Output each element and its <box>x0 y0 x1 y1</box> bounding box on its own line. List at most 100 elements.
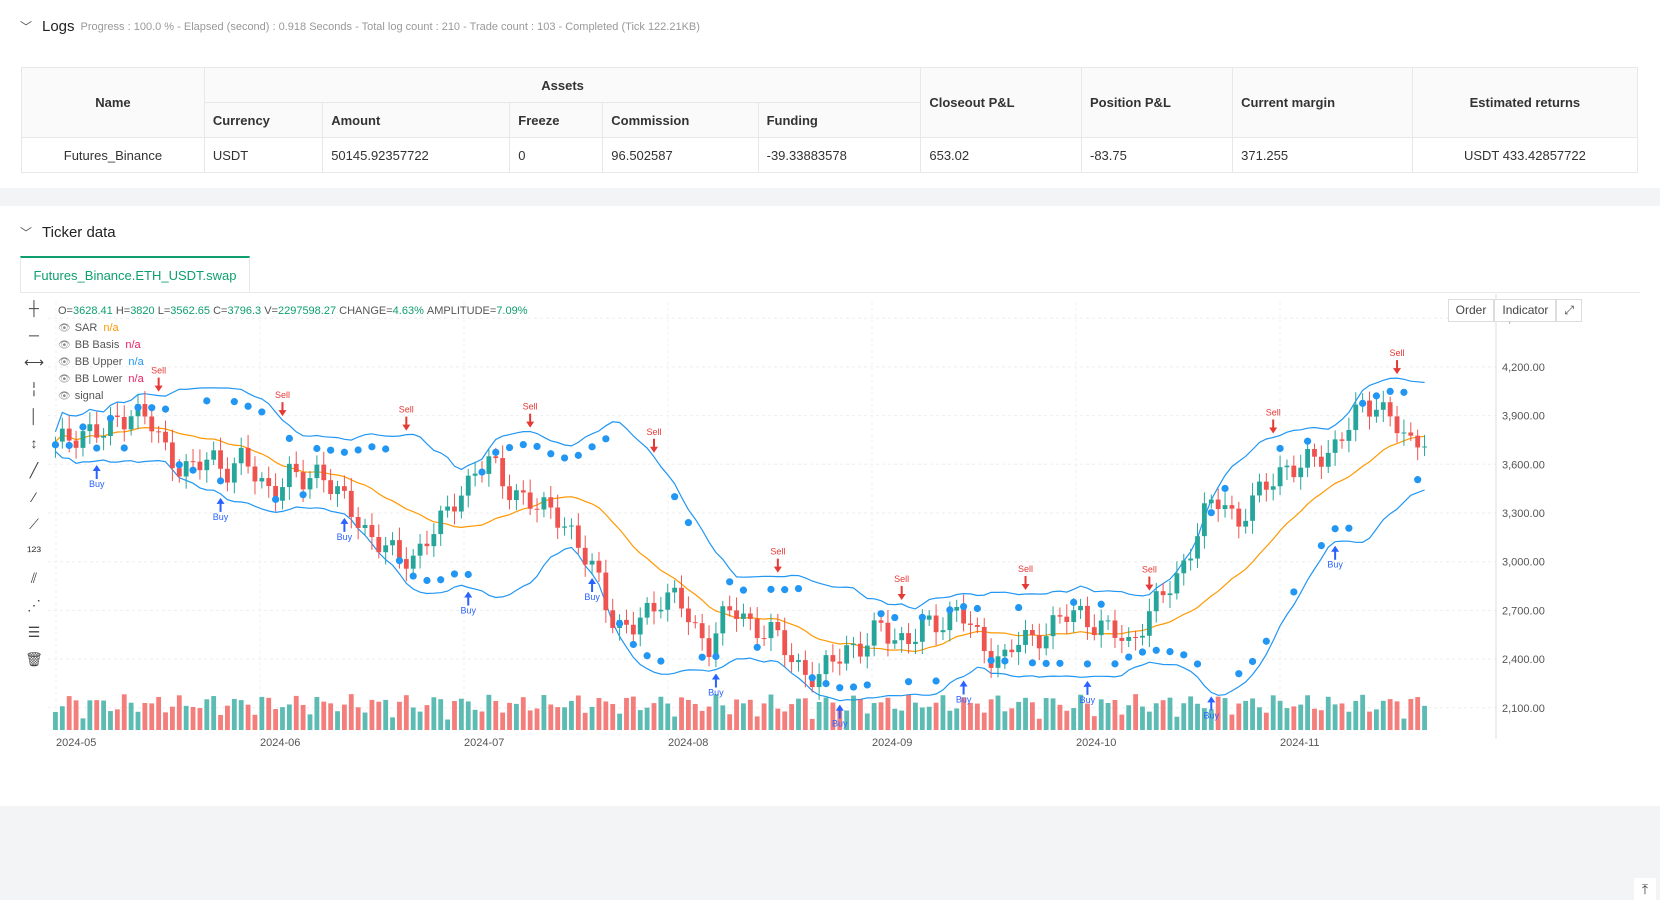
parallel-channel-icon[interactable]: ⫽ <box>22 566 46 590</box>
volume-bar <box>720 705 725 730</box>
vertical-segment-icon[interactable]: ╎ <box>22 377 46 401</box>
horizontal-line-icon[interactable]: ─ <box>22 323 46 347</box>
candle-body <box>941 630 946 632</box>
sar-dot <box>781 586 788 593</box>
pitchfork-icon[interactable]: ⋰ <box>22 593 46 617</box>
volume-bar <box>473 710 478 730</box>
chevron-down-icon[interactable]: ﹀ <box>20 224 42 241</box>
candle-body <box>1285 466 1290 468</box>
sar-dot <box>396 557 403 564</box>
candle-body <box>830 655 835 662</box>
price-label-icon[interactable]: ¹²³ <box>22 539 46 563</box>
sar-dot <box>93 444 100 451</box>
candle-body <box>1223 505 1228 509</box>
sar-dot <box>1015 604 1022 611</box>
candle-body <box>1367 401 1372 417</box>
volume-bar <box>53 712 58 730</box>
volume-bar <box>486 695 491 730</box>
sar-dot <box>1263 638 1270 645</box>
sar-dot <box>162 406 169 413</box>
volume-bar <box>1037 719 1042 730</box>
candle-body <box>170 442 175 468</box>
eye-icon[interactable]: 👁 <box>58 337 71 354</box>
candle-body <box>583 548 588 565</box>
candle-body <box>266 478 271 486</box>
logs-header[interactable]: ﹀ Logs Progress : 100.0 % - Elapsed (sec… <box>20 18 700 35</box>
candle-body <box>149 417 154 432</box>
volume-bar <box>645 708 650 730</box>
chevron-down-icon[interactable]: ﹀ <box>20 18 42 35</box>
candle-body <box>466 476 471 496</box>
volume-bar <box>1058 705 1063 730</box>
fib-icon[interactable]: ☰ <box>22 620 46 644</box>
volume-bar <box>968 703 973 730</box>
volume-bar <box>1119 715 1124 730</box>
ticker-header[interactable]: ﹀ Ticker data <box>20 224 116 241</box>
sar-dot <box>809 674 816 681</box>
chart-legend: O= 3628.41 H= 3820 L= 3562.65 C= 3796.3 V= 22… <box>58 303 528 405</box>
sar-dot <box>1029 659 1036 666</box>
eye-icon[interactable]: 👁 <box>58 354 71 371</box>
buy-arrow <box>1331 546 1339 560</box>
volume-bar <box>913 703 918 730</box>
sell-arrow <box>1269 420 1277 434</box>
volume-bar <box>1278 701 1283 730</box>
sar-dot <box>451 570 458 577</box>
candle-body <box>1174 573 1179 593</box>
vertical-line-icon[interactable]: │ <box>22 404 46 428</box>
volume-bar <box>824 697 829 730</box>
candle-body <box>906 633 911 644</box>
volume-bar <box>1346 712 1351 730</box>
sar-dot <box>121 444 128 451</box>
volume-bar <box>308 714 313 730</box>
volume-bar <box>741 703 746 730</box>
candle-body <box>204 460 209 470</box>
volume-bar <box>170 707 175 730</box>
eye-icon[interactable]: 👁 <box>58 388 71 405</box>
trash-icon[interactable]: 🗑 <box>22 647 46 671</box>
indicator-button[interactable]: Indicator <box>1494 299 1556 322</box>
trend-line-icon[interactable]: ╱ <box>22 458 46 482</box>
legend-sar[interactable]: 👁 SAR n/a <box>58 320 528 337</box>
volume-bar <box>775 709 780 730</box>
vertical-ray-icon[interactable]: ↕ <box>22 431 46 455</box>
eye-icon[interactable]: 👁 <box>58 371 71 388</box>
volume-bar <box>431 697 436 730</box>
legend-signal[interactable]: 👁 signal <box>58 388 528 405</box>
candle-body <box>459 496 464 512</box>
ray-line-icon[interactable]: ⁄ <box>22 485 46 509</box>
sar-dot <box>850 683 857 690</box>
legend-bb-lower[interactable]: 👁 BB Lower n/a <box>58 371 528 388</box>
volume-bar <box>707 707 712 730</box>
legend-bb-basis[interactable]: 👁 BB Basis n/a <box>58 337 528 354</box>
expand-icon[interactable]: ⤢ <box>1556 299 1582 322</box>
extended-line-icon[interactable]: ⟋ <box>22 512 46 536</box>
volume-bar <box>617 714 622 730</box>
candle-body <box>947 611 952 631</box>
volume-bar <box>184 706 189 730</box>
volume-bar <box>658 697 663 730</box>
buy-arrow <box>588 578 596 592</box>
volume-bar <box>356 707 361 730</box>
sar-dot <box>1111 660 1118 667</box>
volume-bar <box>67 696 72 730</box>
volume-bar <box>1106 703 1111 730</box>
volume-bar <box>796 699 801 730</box>
volume-bar <box>425 705 430 730</box>
volume-bar <box>253 715 258 730</box>
tab-eth-usdt-swap[interactable]: Futures_Binance.ETH_USDT.swap <box>20 256 250 292</box>
sar-dot <box>1139 648 1146 655</box>
volume-bar <box>514 704 519 730</box>
scroll-to-realtime-icon[interactable]: ⤒ <box>1634 878 1656 900</box>
col-amount: Amount <box>323 103 510 138</box>
volume-bar <box>1360 695 1365 730</box>
crosshair-icon[interactable]: ┼ <box>22 296 46 320</box>
order-button[interactable]: Order <box>1448 299 1495 322</box>
volume-bar <box>280 707 285 730</box>
eye-icon[interactable]: 👁 <box>58 320 71 337</box>
volume-bar <box>1340 703 1345 730</box>
sar-dot <box>189 467 196 474</box>
candle-body <box>342 486 347 491</box>
legend-bb-upper[interactable]: 👁 BB Upper n/a <box>58 354 528 371</box>
horizontal-ray-icon[interactable]: ⟷ <box>22 350 46 374</box>
